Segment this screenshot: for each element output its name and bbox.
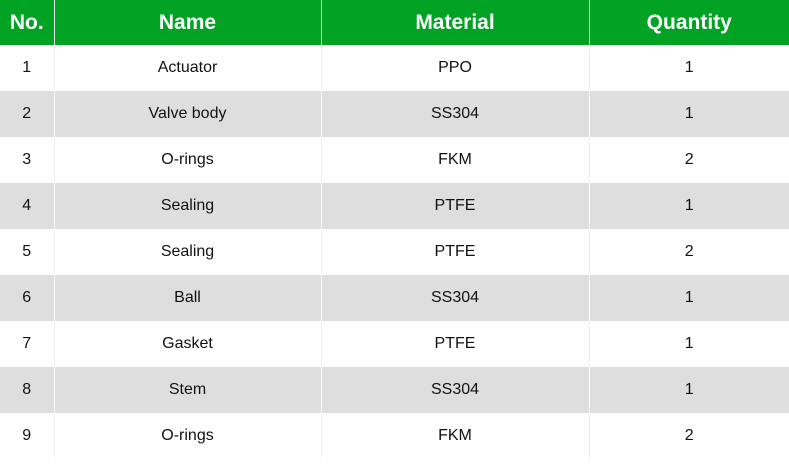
cell-no: 7 <box>0 321 55 367</box>
cell-name: Sealing <box>54 183 322 229</box>
cell-material: PTFE <box>321 183 590 229</box>
cell-name: Gasket <box>54 321 322 367</box>
cell-no: 8 <box>0 367 55 413</box>
table-row: 6 Ball SS304 1 <box>0 275 789 321</box>
table-row: 4 Sealing PTFE 1 <box>0 183 789 229</box>
table-row: 1 Actuator PPO 1 <box>0 45 789 91</box>
cell-no: 3 <box>0 137 55 183</box>
cell-quantity: 1 <box>589 275 789 321</box>
cell-material: FKM <box>321 137 590 183</box>
cell-no: 2 <box>0 91 55 137</box>
cell-name: Valve body <box>54 91 322 137</box>
cell-quantity: 1 <box>589 321 789 367</box>
cell-quantity: 1 <box>589 45 789 91</box>
cell-material: PTFE <box>321 321 590 367</box>
cell-no: 5 <box>0 229 55 275</box>
cell-material: FKM <box>321 413 590 459</box>
cell-name: O-rings <box>54 413 322 459</box>
cell-quantity: 2 <box>589 229 789 275</box>
cell-name: O-rings <box>54 137 322 183</box>
table-row: 5 Sealing PTFE 2 <box>0 229 789 275</box>
table-row: 2 Valve body SS304 1 <box>0 91 789 137</box>
cell-material: PTFE <box>321 229 590 275</box>
header-name: Name <box>54 0 322 45</box>
cell-material: SS304 <box>321 275 590 321</box>
cell-quantity: 1 <box>589 367 789 413</box>
cell-name: Ball <box>54 275 322 321</box>
cell-name: Stem <box>54 367 322 413</box>
table-row: 8 Stem SS304 1 <box>0 367 789 413</box>
cell-material: SS304 <box>321 91 590 137</box>
cell-name: Sealing <box>54 229 322 275</box>
cell-no: 6 <box>0 275 55 321</box>
table-row: 3 O-rings FKM 2 <box>0 137 789 183</box>
cell-no: 4 <box>0 183 55 229</box>
cell-name: Actuator <box>54 45 322 91</box>
header-no: No. <box>0 0 55 45</box>
table-row: 9 O-rings FKM 2 <box>0 413 789 459</box>
cell-quantity: 1 <box>589 183 789 229</box>
cell-quantity: 1 <box>589 91 789 137</box>
cell-no: 1 <box>0 45 55 91</box>
header-quantity: Quantity <box>589 0 789 45</box>
cell-material: SS304 <box>321 367 590 413</box>
cell-quantity: 2 <box>589 413 789 459</box>
header-row: No. Name Material Quantity <box>0 0 789 45</box>
cell-no: 9 <box>0 413 55 459</box>
cell-quantity: 2 <box>589 137 789 183</box>
header-material: Material <box>321 0 590 45</box>
table-row: 7 Gasket PTFE 1 <box>0 321 789 367</box>
cell-material: PPO <box>321 45 590 91</box>
